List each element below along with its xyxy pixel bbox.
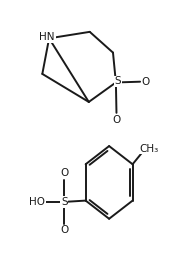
Text: S: S [61, 197, 68, 207]
Text: O: O [142, 77, 150, 87]
Text: O: O [112, 115, 121, 125]
Text: CH₃: CH₃ [139, 144, 159, 154]
Text: HO: HO [29, 197, 45, 207]
Text: O: O [60, 168, 69, 178]
Text: S: S [114, 76, 121, 86]
Text: O: O [60, 226, 69, 235]
Text: HN: HN [39, 32, 55, 42]
